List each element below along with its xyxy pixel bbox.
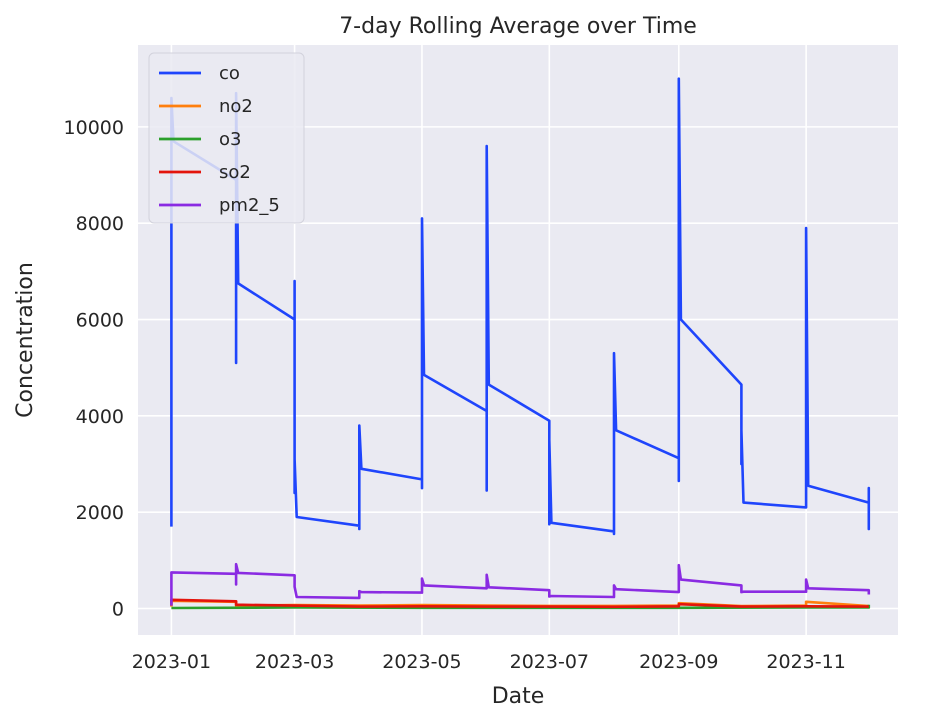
y-tick-label: 6000 [76, 310, 124, 332]
y-axis-title: Concentration [13, 262, 38, 418]
series-line-so2 [170, 598, 869, 609]
legend: co no2 o3 so2 pm2_5 [148, 52, 305, 224]
y-tick-label: 2000 [76, 502, 124, 524]
legend-label: so2 [219, 162, 251, 183]
x-tick-label: 2023-07 [510, 651, 589, 673]
y-tick-label: 0 [112, 599, 124, 621]
legend-label: pm2_5 [219, 195, 280, 216]
series-line-pm2-5 [170, 562, 871, 606]
series-line-co [170, 77, 871, 536]
y-tick-label: 8000 [76, 213, 124, 235]
legend-label: no2 [219, 96, 253, 117]
x-tick-label: 2023-09 [639, 651, 718, 673]
x-tick-label: 2023-01 [132, 651, 211, 673]
legend-label: o3 [219, 129, 241, 150]
series-lines [170, 77, 871, 610]
x-tick-label: 2023-03 [255, 651, 334, 673]
legend-box [148, 52, 305, 224]
legend-label: co [219, 63, 240, 84]
x-tick-label: 2023-05 [382, 651, 461, 673]
y-axis-ticks: 0 2000 4000 6000 8000 10000 [64, 117, 124, 621]
y-tick-label: 4000 [76, 406, 124, 428]
chart-title: 7-day Rolling Average over Time [339, 14, 697, 39]
x-tick-label: 2023-11 [766, 651, 845, 673]
y-tick-label: 10000 [64, 117, 124, 139]
x-axis-ticks: 2023-01 2023-03 2023-05 2023-07 2023-09 2023-… [132, 651, 846, 673]
x-axis-title: Date [492, 684, 545, 709]
